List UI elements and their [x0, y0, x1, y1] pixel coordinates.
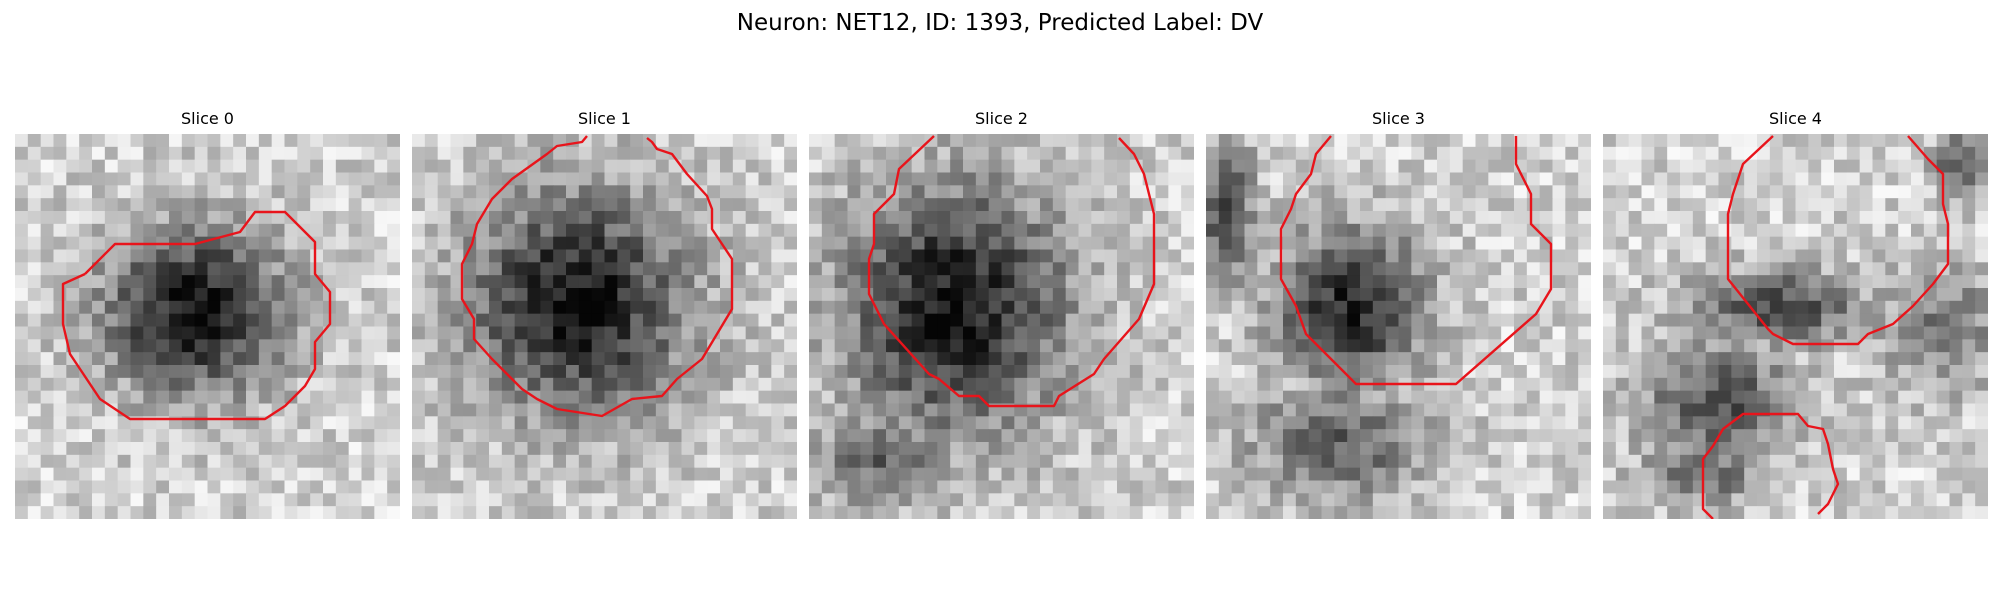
slice-title-4: Slice 4 [1769, 109, 1822, 128]
slice-image-0 [15, 134, 400, 519]
slice-panel-0: Slice 0 [15, 108, 400, 519]
slice-panel-4: Slice 4 [1603, 108, 1988, 519]
contour-line-1-0 [460, 135, 734, 418]
slice-title-2: Slice 2 [975, 109, 1028, 128]
slice-panel-3: Slice 3 [1206, 108, 1591, 519]
slice-title-0: Slice 0 [181, 109, 234, 128]
slice-image-1 [412, 134, 797, 519]
slice-panel-2: Slice 2 [809, 108, 1194, 519]
contour-line-4-0 [1726, 135, 1950, 346]
figure-title: Neuron: NET12, ID: 1393, Predicted Label… [736, 10, 1264, 36]
contour-line-3-0 [1279, 135, 1553, 386]
slice-title-1: Slice 1 [578, 109, 631, 128]
contour-line-2-0 [867, 135, 1156, 408]
slice-image-4 [1603, 134, 1988, 519]
slice-image-2 [809, 134, 1194, 519]
contour-line-4-1 [1701, 412, 1840, 519]
slice-image-3 [1206, 134, 1591, 519]
slice-title-3: Slice 3 [1372, 109, 1425, 128]
slice-panel-1: Slice 1 [412, 108, 797, 519]
contour-line-0-0 [61, 210, 332, 421]
